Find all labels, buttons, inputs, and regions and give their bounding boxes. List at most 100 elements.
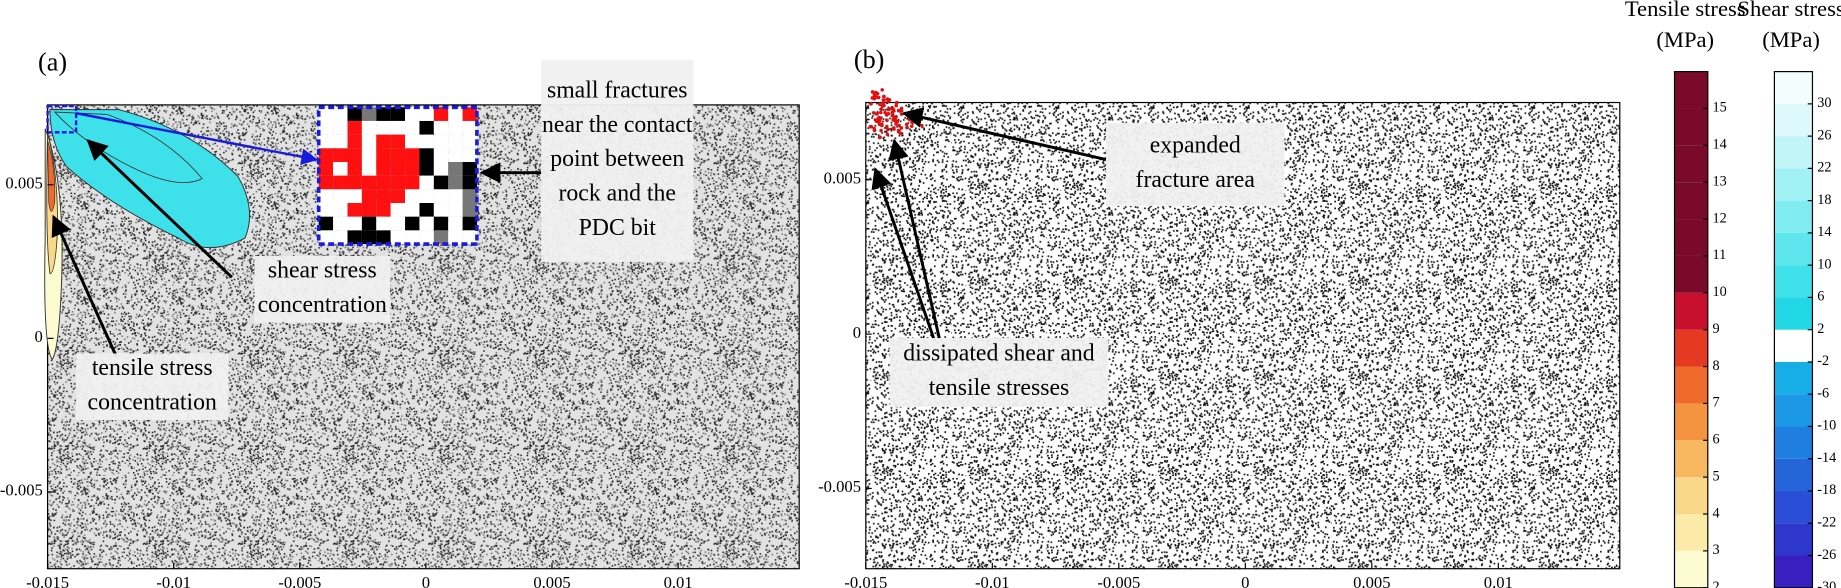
colorbar-tick-label: 6 (1713, 432, 1720, 448)
colorbar-segment (1674, 71, 1708, 109)
pixel (318, 161, 334, 176)
annotation: dissipated shear and (903, 341, 1095, 367)
crack (876, 95, 881, 100)
pixel (390, 120, 406, 135)
pixel (347, 230, 362, 245)
colorbar-tick-label: 15 (1713, 100, 1727, 116)
x-tick-label: 0.005 (1353, 573, 1390, 588)
crack (880, 123, 884, 128)
colorbar-segment (1674, 219, 1708, 256)
y-tick-label: 0 (35, 327, 43, 346)
pixel (333, 175, 348, 190)
colorbar-segment (1774, 200, 1813, 233)
colorbar-title: Shear stress (1737, 0, 1841, 21)
pixel (390, 134, 406, 149)
colorbar-tick-label: 8 (1713, 358, 1720, 374)
colorbar-tick-label: -26 (1817, 547, 1836, 563)
colorbar-segment (1674, 403, 1708, 441)
pixel (462, 120, 478, 135)
colorbar-segment (1774, 426, 1813, 459)
pixel (419, 189, 434, 204)
colorbar-tick-label: -14 (1817, 450, 1836, 466)
pixel (433, 134, 449, 149)
crack (869, 102, 873, 106)
pixel (419, 107, 434, 121)
colorbar-tick-label: 2 (1817, 321, 1824, 337)
colorbar-segment (1674, 514, 1708, 551)
crack (891, 126, 896, 130)
pixel (376, 189, 391, 204)
crack (884, 113, 889, 117)
pixel (376, 230, 391, 245)
crack (872, 96, 877, 101)
pixel (318, 203, 334, 217)
pixel (419, 148, 434, 162)
zoom-box (46, 104, 78, 134)
pixel (419, 134, 434, 149)
crack (880, 88, 884, 92)
crack (889, 106, 893, 111)
colorbar-segment (1674, 550, 1708, 588)
annotation-box (889, 338, 1109, 407)
crack (878, 135, 882, 139)
pixel (433, 175, 449, 190)
pixel (318, 175, 334, 190)
pixel (405, 161, 420, 176)
crack (894, 103, 899, 108)
crack (909, 124, 914, 129)
colorbar-segment (1774, 232, 1813, 266)
colorbar-tick-label: 4 (1713, 505, 1720, 521)
crack (885, 118, 889, 123)
annotation: shear stress (268, 257, 377, 283)
pixel (433, 120, 449, 135)
crack (874, 112, 879, 116)
x-tick-label: -0.015 (844, 573, 887, 588)
x-tick-label: -0.015 (26, 573, 69, 588)
pixel (419, 161, 434, 176)
colorbar-tick-label: 6 (1817, 289, 1824, 305)
pixel (333, 230, 348, 245)
annotation-box (254, 255, 391, 323)
colorbar-segment (1674, 329, 1708, 367)
crack (872, 128, 877, 133)
pixel (376, 107, 391, 121)
colorbar-title: (MPa) (1656, 27, 1714, 52)
pixel (361, 107, 377, 121)
pixel (333, 216, 348, 231)
crack (878, 102, 882, 106)
colorbar-tick-label: 2 (1713, 579, 1720, 588)
pixel (433, 230, 449, 245)
pixel (405, 107, 420, 121)
pixel (333, 203, 348, 217)
colorbar-segment (1774, 523, 1813, 556)
colorbar-segment (1674, 108, 1708, 146)
colorbar-tick-label: 12 (1713, 210, 1727, 226)
pixel (361, 175, 377, 190)
pixel (318, 148, 334, 162)
colorbar-segment (1774, 361, 1813, 395)
pixel (361, 216, 377, 231)
colorbar-tick-label: 22 (1817, 160, 1831, 176)
pixel (448, 216, 463, 231)
pixel (361, 203, 377, 217)
pixel (361, 161, 377, 176)
pixel (333, 120, 348, 135)
pixel (347, 107, 362, 121)
pixel (419, 175, 434, 190)
pixel (318, 230, 334, 245)
pixel (462, 189, 478, 204)
pixel (405, 134, 420, 149)
colorbar-segment (1774, 71, 1813, 104)
y-tick-label: 0 (853, 323, 861, 342)
pixel (376, 175, 391, 190)
colorbar-segment (1774, 555, 1813, 588)
y-tick-label: -0.005 (0, 481, 43, 500)
pixel (462, 134, 478, 149)
colorbar-tick-label: -10 (1817, 418, 1836, 434)
x-tick-label: 0.01 (664, 573, 693, 588)
pixel (390, 148, 406, 162)
pixel (433, 148, 449, 162)
colorbar-segment (1774, 103, 1813, 137)
crack (904, 122, 909, 127)
pixel (318, 134, 334, 149)
